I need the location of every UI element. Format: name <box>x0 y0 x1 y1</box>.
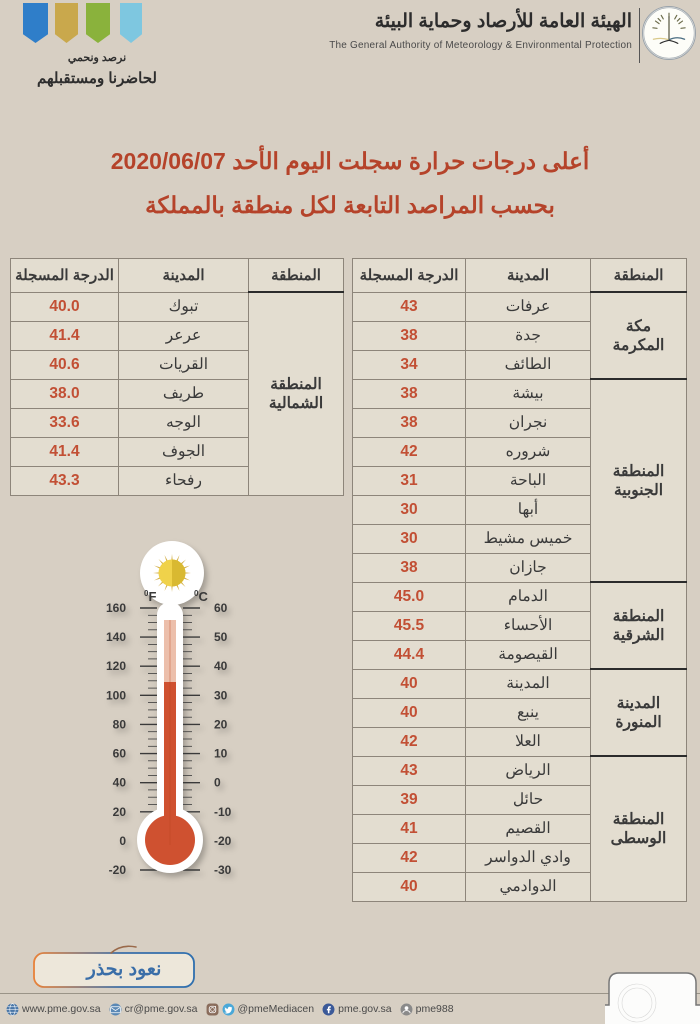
svg-text:30: 30 <box>214 688 228 702</box>
svg-text:60: 60 <box>214 601 228 615</box>
svg-text:0F: 0F <box>144 589 156 604</box>
svg-text:120: 120 <box>106 659 126 673</box>
svg-text:40: 40 <box>113 776 127 790</box>
svg-text:140: 140 <box>106 630 126 644</box>
svg-text:-30: -30 <box>214 863 232 877</box>
svg-text:40: 40 <box>214 659 228 673</box>
svg-text:60: 60 <box>113 747 127 761</box>
svg-text:0C: 0C <box>194 589 208 604</box>
svg-text:20: 20 <box>214 717 228 731</box>
svg-text:80: 80 <box>113 717 127 731</box>
svg-text:50: 50 <box>214 630 228 644</box>
svg-text:-10: -10 <box>214 805 232 819</box>
svg-text:-20: -20 <box>109 863 127 877</box>
svg-text:160: 160 <box>106 601 126 615</box>
svg-text:0: 0 <box>119 834 126 848</box>
svg-text:20: 20 <box>113 805 127 819</box>
svg-text:10: 10 <box>214 747 228 761</box>
svg-text:0: 0 <box>214 776 221 790</box>
svg-text:100: 100 <box>106 688 126 702</box>
svg-text:-20: -20 <box>214 834 232 848</box>
svg-text:نعود بحذر: نعود بحذر <box>85 959 162 980</box>
